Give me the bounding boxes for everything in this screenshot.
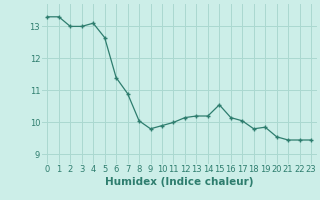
X-axis label: Humidex (Indice chaleur): Humidex (Indice chaleur) xyxy=(105,177,253,187)
